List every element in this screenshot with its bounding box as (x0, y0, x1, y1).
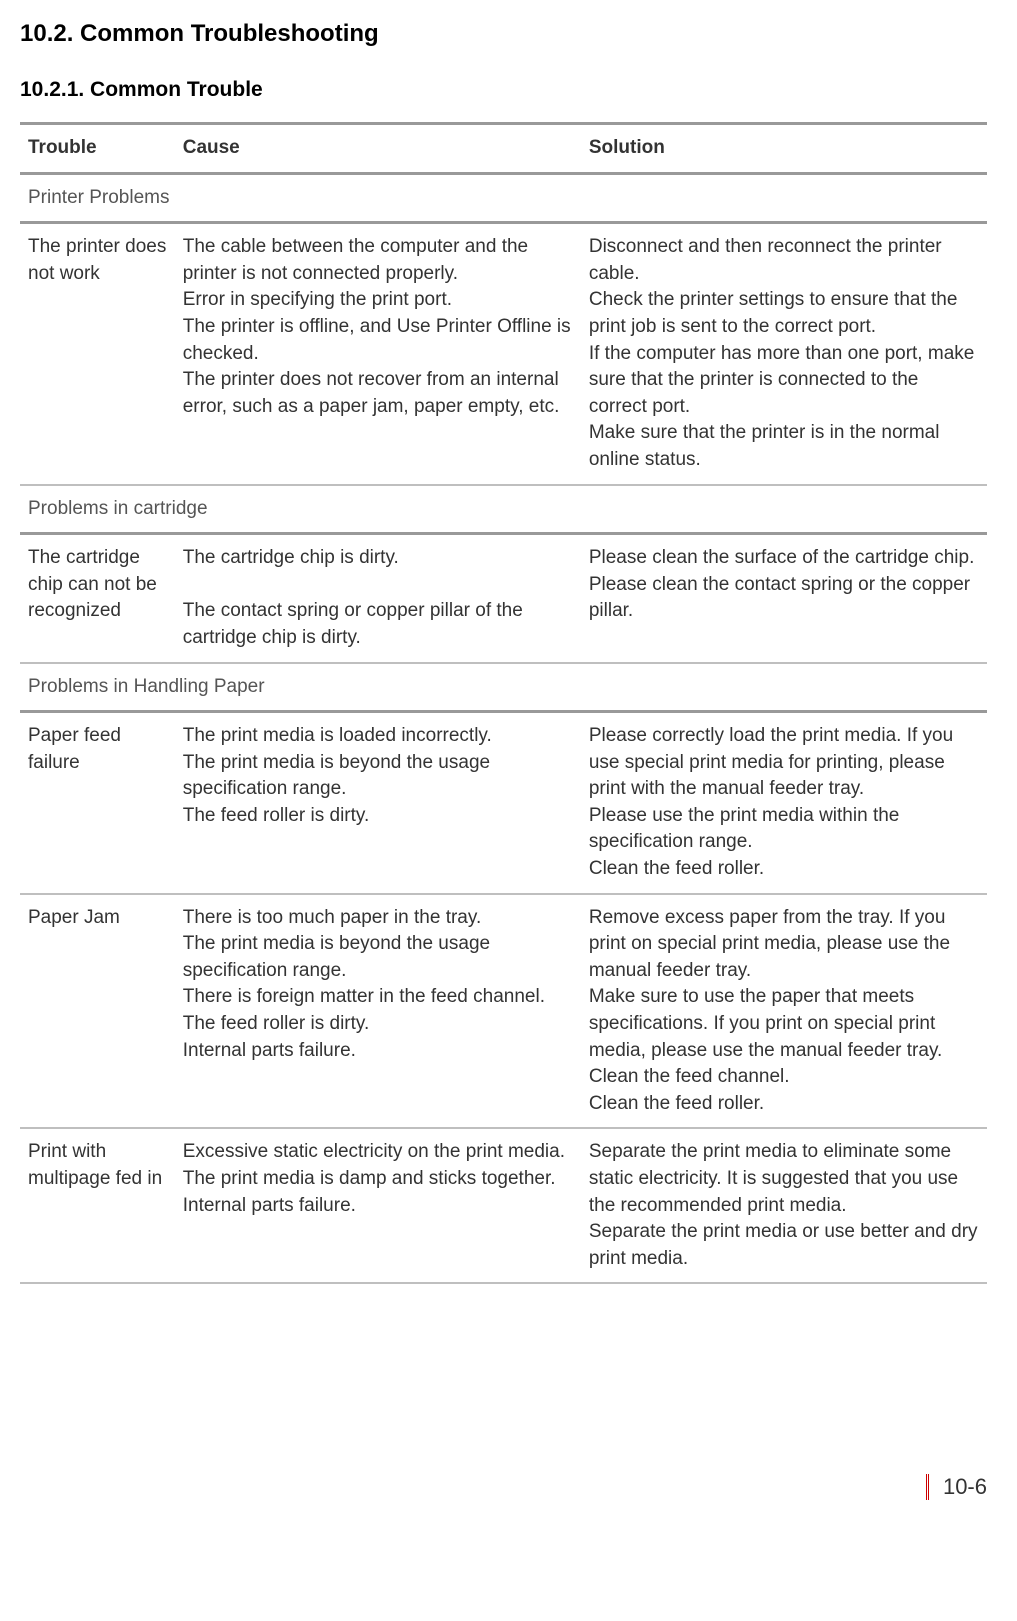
cell-cause: The cartridge chip is dirty. The contact… (175, 534, 581, 663)
category-label: Problems in cartridge (20, 485, 987, 534)
subsection-heading: 10.2.1. Common Trouble (20, 78, 987, 102)
header-solution: Solution (581, 124, 987, 174)
header-cause: Cause (175, 124, 581, 174)
cell-solution: Disconnect and then reconnect the printe… (581, 223, 987, 485)
table-header: Trouble Cause Solution (20, 124, 987, 174)
cell-trouble: The cartridge chip can not be recognized (20, 534, 175, 663)
cell-cause: The cable between the computer and the p… (175, 223, 581, 485)
table-row: The printer does not workThe cable betwe… (20, 223, 987, 485)
page-number: 10-6 (926, 1474, 987, 1500)
category-label: Printer Problems (20, 173, 987, 223)
cell-trouble: Paper Jam (20, 894, 175, 1129)
table-row: Paper feed failureThe print media is loa… (20, 712, 987, 894)
cell-solution: Separate the print media to eliminate so… (581, 1128, 987, 1283)
cell-trouble: Paper feed failure (20, 712, 175, 894)
category-row: Printer Problems (20, 173, 987, 223)
cell-solution: Please clean the surface of the cartridg… (581, 534, 987, 663)
category-row: Problems in Handling Paper (20, 663, 987, 712)
category-row: Problems in cartridge (20, 485, 987, 534)
table-row: The cartridge chip can not be recognized… (20, 534, 987, 663)
cell-cause: Excessive static electricity on the prin… (175, 1128, 581, 1283)
table-row: Paper JamThere is too much paper in the … (20, 894, 987, 1129)
cell-solution: Please correctly load the print media. I… (581, 712, 987, 894)
category-label: Problems in Handling Paper (20, 663, 987, 712)
cell-trouble: The printer does not work (20, 223, 175, 485)
section-heading: 10.2. Common Troubleshooting (20, 20, 987, 48)
troubleshoot-table: Trouble Cause Solution Printer ProblemsT… (20, 122, 987, 1284)
page-footer: 10-6 (20, 1474, 987, 1500)
cell-solution: Remove excess paper from the tray. If yo… (581, 894, 987, 1129)
table-body: Printer ProblemsThe printer does not wor… (20, 173, 987, 1283)
cell-cause: The print media is loaded incorrectly. T… (175, 712, 581, 894)
header-trouble: Trouble (20, 124, 175, 174)
table-row: Print with multipage fed inExcessive sta… (20, 1128, 987, 1283)
cell-trouble: Print with multipage fed in (20, 1128, 175, 1283)
cell-cause: There is too much paper in the tray. The… (175, 894, 581, 1129)
